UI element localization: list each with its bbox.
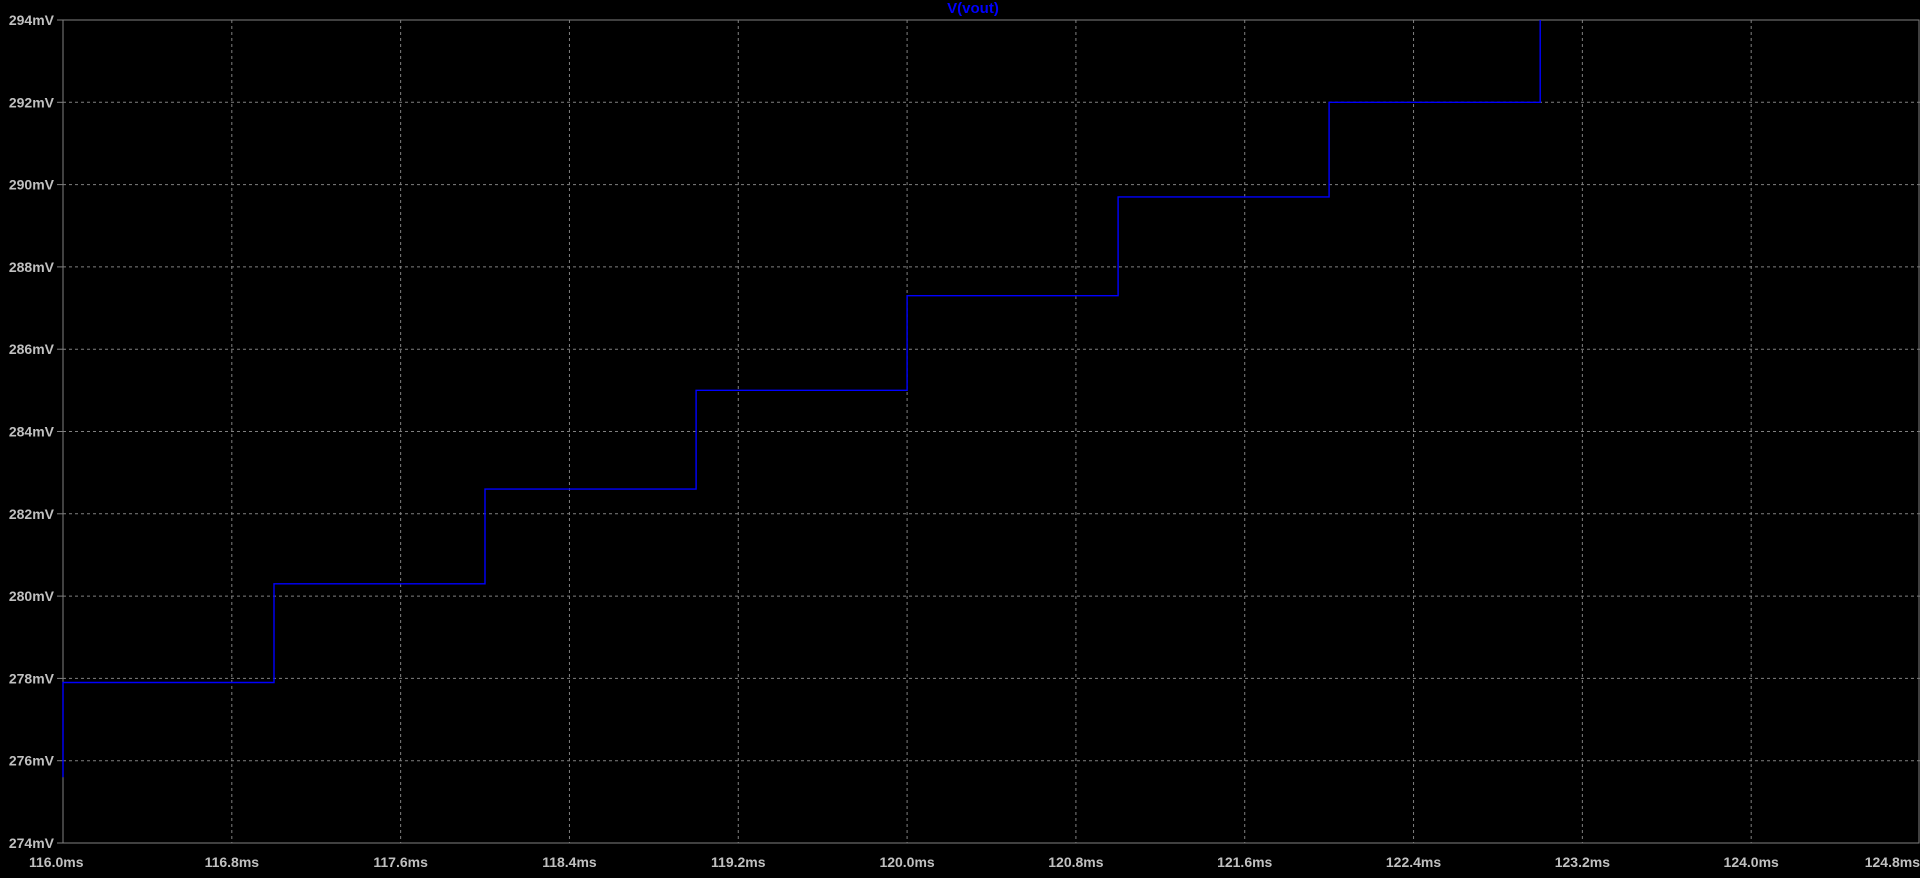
y-tick-label: 290mV xyxy=(9,177,55,193)
x-tick-label: 119.2ms xyxy=(711,854,766,870)
y-tick-label: 286mV xyxy=(9,341,55,357)
x-tick-label: 121.6ms xyxy=(1217,854,1272,870)
y-tick-label: 294mV xyxy=(9,12,55,28)
y-tick-label: 280mV xyxy=(9,588,55,604)
y-tick-label: 282mV xyxy=(9,506,55,522)
y-tick-label: 292mV xyxy=(9,94,55,110)
y-tick-label: 288mV xyxy=(9,259,55,275)
x-tick-label: 124.8ms xyxy=(1865,854,1920,870)
x-tick-label: 122.4ms xyxy=(1386,854,1441,870)
x-tick-label: 123.2ms xyxy=(1555,854,1610,870)
x-tick-label: 124.0ms xyxy=(1724,854,1779,870)
x-tick-label: 118.4ms xyxy=(542,854,597,870)
y-tick-label: 284mV xyxy=(9,424,55,440)
y-tick-label: 276mV xyxy=(9,753,55,769)
x-tick-label: 120.0ms xyxy=(879,854,934,870)
x-tick-label: 117.6ms xyxy=(373,854,428,870)
x-tick-label: 116.8ms xyxy=(205,854,260,870)
y-tick-label: 278mV xyxy=(9,670,55,686)
y-tick-label: 274mV xyxy=(9,835,55,851)
x-tick-label: 116.0ms xyxy=(29,854,84,870)
trace-title[interactable]: V(vout) xyxy=(947,0,999,17)
x-tick-label: 120.8ms xyxy=(1048,854,1103,870)
